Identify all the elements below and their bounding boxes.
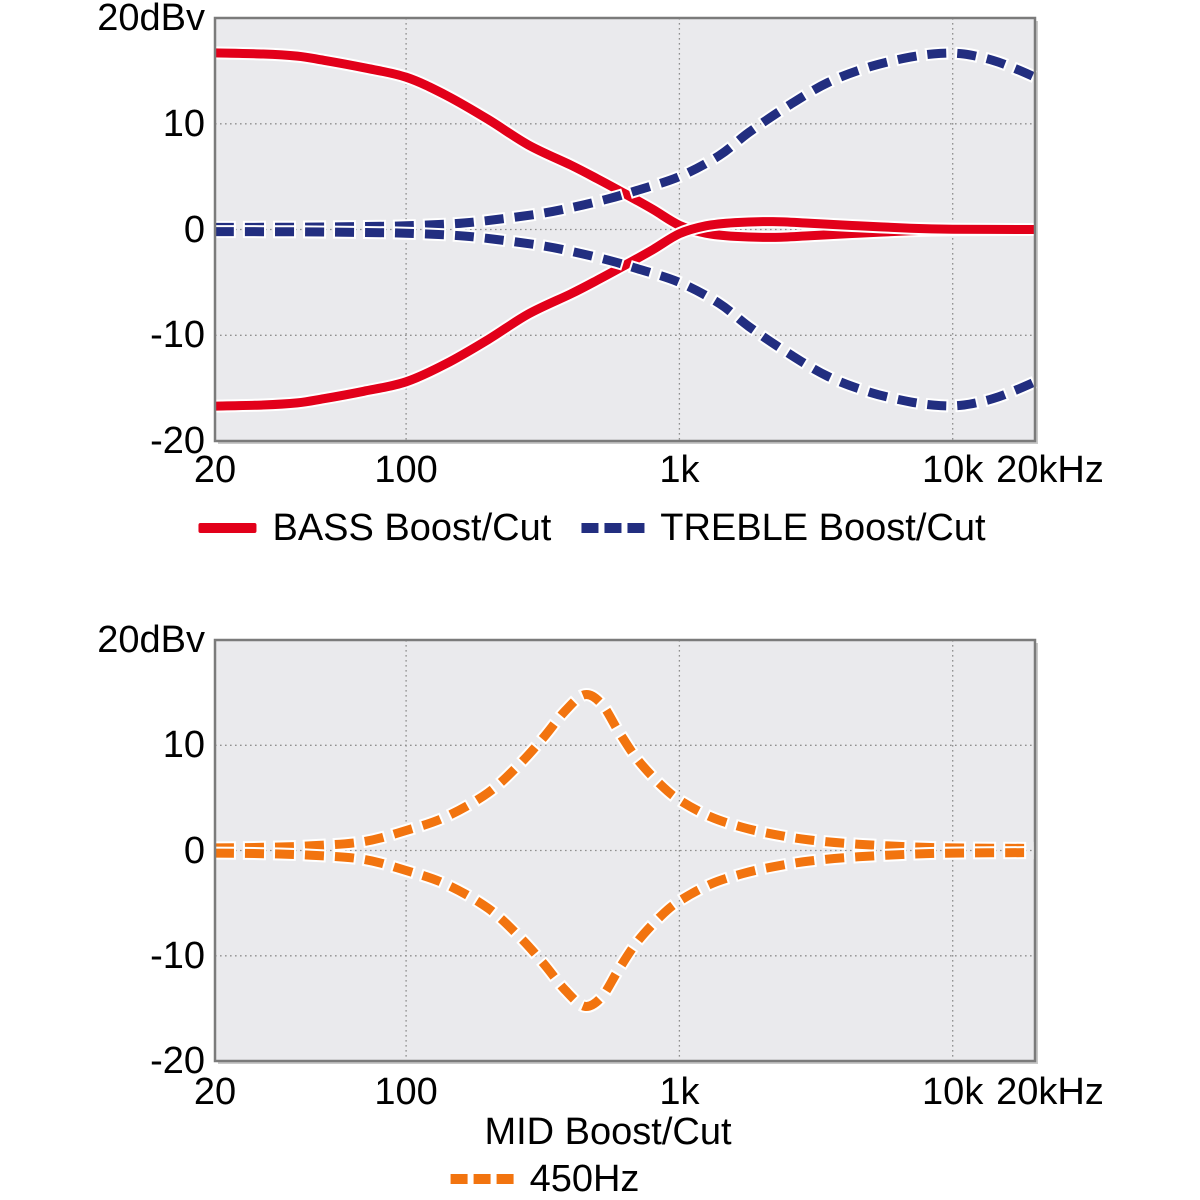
dash-segment [627,523,645,533]
bass-cut-curve [214,217,1036,411]
treble-boost-curve [214,48,1037,232]
legend-item-450hz: 450Hz [450,1157,640,1200]
y-tick-label--10: -10 [150,314,205,357]
y-tick-label-10: 10 [162,724,205,767]
treble-cut-curve [214,227,1037,411]
y-tick-label--20: -20 [150,420,205,462]
legend-swatch-dashed [581,523,645,533]
plot-frame [213,16,1037,443]
legend-item-bass-boost-cut: BASS Boost/Cut [198,506,551,550]
x-tick-label-20: 20 [193,449,237,491]
x-tick-label-100: 100 [374,1071,438,1113]
y-tick-label-0: 0 [183,208,205,251]
x-tick-label-20: 20 [193,1071,237,1113]
y-tick-label--10: -10 [150,934,205,977]
legend-swatch-dashed [450,1174,514,1184]
mid-boost-450hz-curve [214,690,1036,853]
legend-swatch-solid [198,523,257,533]
mid-chart-title: MID Boost/Cut [484,1111,732,1153]
plot-area-svg [213,16,1038,443]
dash-segment [496,1174,514,1184]
x-tick-label-20khz: 20kHz [996,449,1104,491]
legend-label: TREBLE Boost/Cut [660,507,986,549]
legend: BASS Boost/Cut TREBLE Boost/Cut [198,506,986,550]
x-tick-label-1k: 1k [659,449,700,491]
y-tick-label--20: -20 [150,1040,205,1082]
legend: 450Hz [450,1157,640,1200]
x-tick-label-100: 100 [374,449,438,491]
dash-segment [450,1174,468,1184]
x-tick-label-20khz: 20kHz [996,1071,1104,1113]
legend-label: 450Hz [529,1158,640,1200]
y-tick-label-20dbv: 20dBv [97,619,205,661]
bass-boost-curve [214,48,1036,242]
x-tick-label-10k: 10k [922,1071,984,1113]
plot-area-svg [213,638,1037,1063]
y-tick-label-10: 10 [162,102,205,145]
x-tick-label-10k: 10k [922,449,984,491]
mid-cut-450hz-curve [214,848,1036,1011]
dash-segment [581,523,599,533]
y-tick-label-0: 0 [183,829,205,872]
legend-label: BASS Boost/Cut [272,507,552,549]
x-tick-label-1k: 1k [659,1071,700,1113]
dash-segment [604,523,622,533]
plot-frame [213,638,1037,1063]
dash-segment [473,1174,491,1184]
y-tick-label-20dbv: 20dBv [97,0,205,39]
legend-item-treble-boost-cut: TREBLE Boost/Cut [581,506,986,550]
